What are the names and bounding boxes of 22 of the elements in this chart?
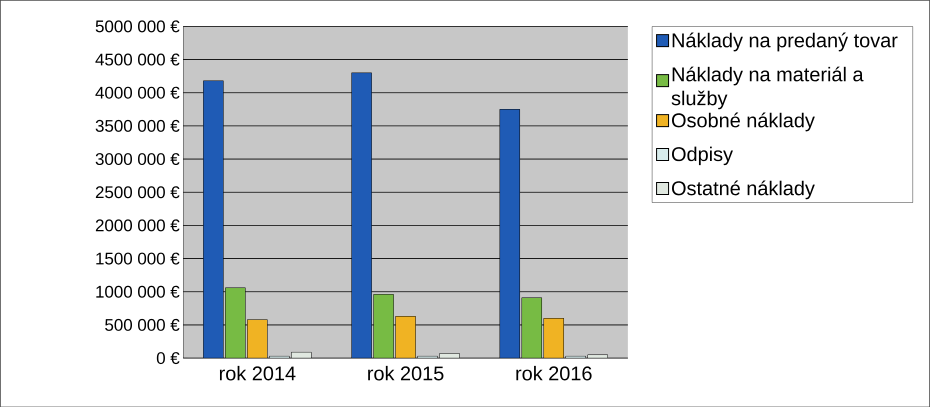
- x-tick-label: rok 2015: [368, 366, 444, 380]
- y-tick-label: 1000 000 €: [96, 286, 180, 298]
- legend-label: Ostatné náklady: [672, 180, 815, 200]
- x-tick-label: rok 2016: [516, 366, 592, 380]
- y-tick-label: 4000 000 €: [95, 86, 180, 98]
- y-tick-label: 500 000 €: [105, 318, 180, 331]
- bar: [374, 294, 394, 358]
- y-tick-label: 2000 000 €: [96, 219, 180, 232]
- bar: [225, 288, 246, 358]
- y-tick-label: 4500 000 €: [95, 53, 180, 66]
- y-tick-label: 0 €: [156, 352, 180, 364]
- legend-label: Náklady na predaný tovar: [672, 32, 898, 52]
- bar: [522, 297, 542, 358]
- legend-label: Náklady na materiál a služby: [672, 66, 864, 110]
- y-tick-label: 5000 000 €: [96, 20, 180, 32]
- x-tick-label: rok 2014: [220, 366, 296, 380]
- y-tick-label: 1500 000 €: [96, 252, 180, 264]
- legend-label: Osobné náklady: [672, 112, 815, 132]
- legend-label: Odpisy: [672, 146, 733, 165]
- y-tick-label: 3500 000 €: [96, 120, 180, 132]
- y-tick-label: 2500 000 €: [96, 186, 180, 198]
- y-tick-label: 3000 000 €: [96, 152, 180, 165]
